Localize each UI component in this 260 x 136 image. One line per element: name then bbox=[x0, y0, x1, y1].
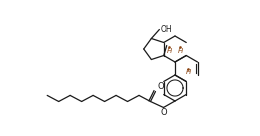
Text: H: H bbox=[186, 69, 191, 75]
Text: O: O bbox=[160, 108, 167, 117]
Text: H: H bbox=[177, 48, 183, 54]
Text: O: O bbox=[157, 82, 164, 91]
Text: OH: OH bbox=[160, 25, 172, 34]
Text: H: H bbox=[166, 48, 172, 54]
